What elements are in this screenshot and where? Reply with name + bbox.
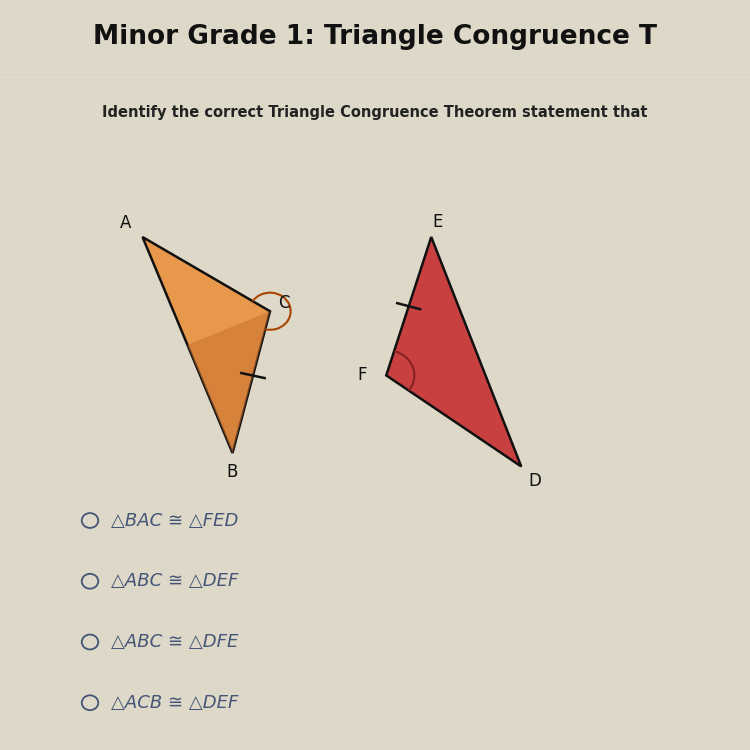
Polygon shape (188, 311, 270, 453)
Polygon shape (386, 237, 521, 466)
Text: △BAC ≅ △FED: △BAC ≅ △FED (111, 512, 238, 530)
Text: △ACB ≅ △DEF: △ACB ≅ △DEF (111, 694, 238, 712)
Text: △ABC ≅ △DEF: △ABC ≅ △DEF (111, 572, 238, 590)
Text: A: A (120, 214, 132, 232)
Polygon shape (142, 237, 270, 453)
Text: F: F (358, 366, 367, 384)
Text: C: C (278, 294, 290, 312)
Text: Identify the correct Triangle Congruence Theorem statement that: Identify the correct Triangle Congruence… (102, 105, 648, 119)
Text: E: E (432, 213, 442, 231)
Text: △ABC ≅ △DFE: △ABC ≅ △DFE (111, 633, 238, 651)
Text: D: D (528, 472, 542, 490)
Text: B: B (226, 463, 238, 481)
Text: Minor Grade 1: Triangle Congruence T: Minor Grade 1: Triangle Congruence T (93, 25, 657, 50)
